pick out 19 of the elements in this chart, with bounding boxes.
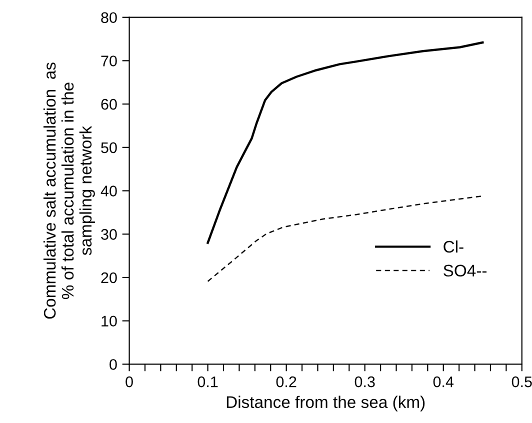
x-tick-label: 0.5	[512, 376, 532, 388]
y-tick-label: 10	[102, 316, 117, 327]
y-tick-label: 70	[101, 56, 117, 66]
y-tick-label: 20	[101, 272, 117, 284]
legend-label: Cl-	[444, 240, 464, 253]
y-tick-label: 0	[110, 359, 117, 370]
x-axis-title: Distance from the sea (km)	[226, 396, 425, 412]
x-tick-label: 0.3	[354, 376, 375, 388]
y-axis-title: Commulative salt accumulation as % of total accumulation in the sampling network	[43, 62, 95, 319]
y-tick-label: 40	[100, 186, 117, 196]
y-tick-label: 30	[101, 229, 117, 240]
y-tick-label: 80	[101, 12, 117, 24]
x-tick-label: 0.4	[433, 376, 454, 388]
y-tick-label: 60	[101, 98, 117, 110]
y-tick-label: 50	[101, 142, 117, 154]
x-tick-label: 0.2	[276, 376, 296, 388]
legend-label: SO4--	[444, 264, 487, 277]
x-tick-label: 0	[126, 376, 133, 388]
x-tick-label: 0.1	[198, 376, 218, 388]
